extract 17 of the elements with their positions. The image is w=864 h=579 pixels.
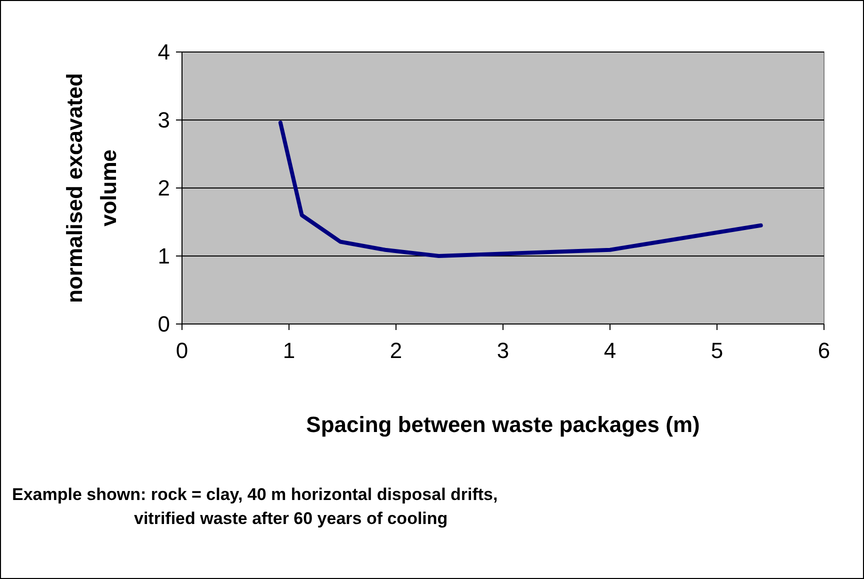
x-tick-label: 6 (818, 338, 830, 363)
y-tick-label: 0 (158, 312, 170, 337)
x-axis-title: Spacing between waste packages (m) (306, 412, 700, 437)
x-tick-label: 0 (176, 338, 188, 363)
line-series (278, 120, 763, 258)
y-tick-label: 1 (158, 244, 170, 269)
text: Example shown: rock = clay, 40 m horizontal disposal drifts, (12, 485, 498, 504)
y-tick-label: 2 (158, 176, 170, 201)
x-tick-label: 1 (282, 338, 296, 363)
y-tick-label: 3 (158, 108, 170, 133)
y-axis-title: normalised excavated volume (62, 73, 121, 303)
x-tick-label: 4 (604, 338, 616, 363)
text: vitrified waste after 60 years of cooling (134, 509, 448, 528)
x-tick-label: 2 (390, 338, 402, 363)
x-tick-label: 3 (496, 338, 510, 363)
y-tick-label: 4 (158, 40, 170, 65)
x-tick-label: 5 (710, 338, 724, 363)
